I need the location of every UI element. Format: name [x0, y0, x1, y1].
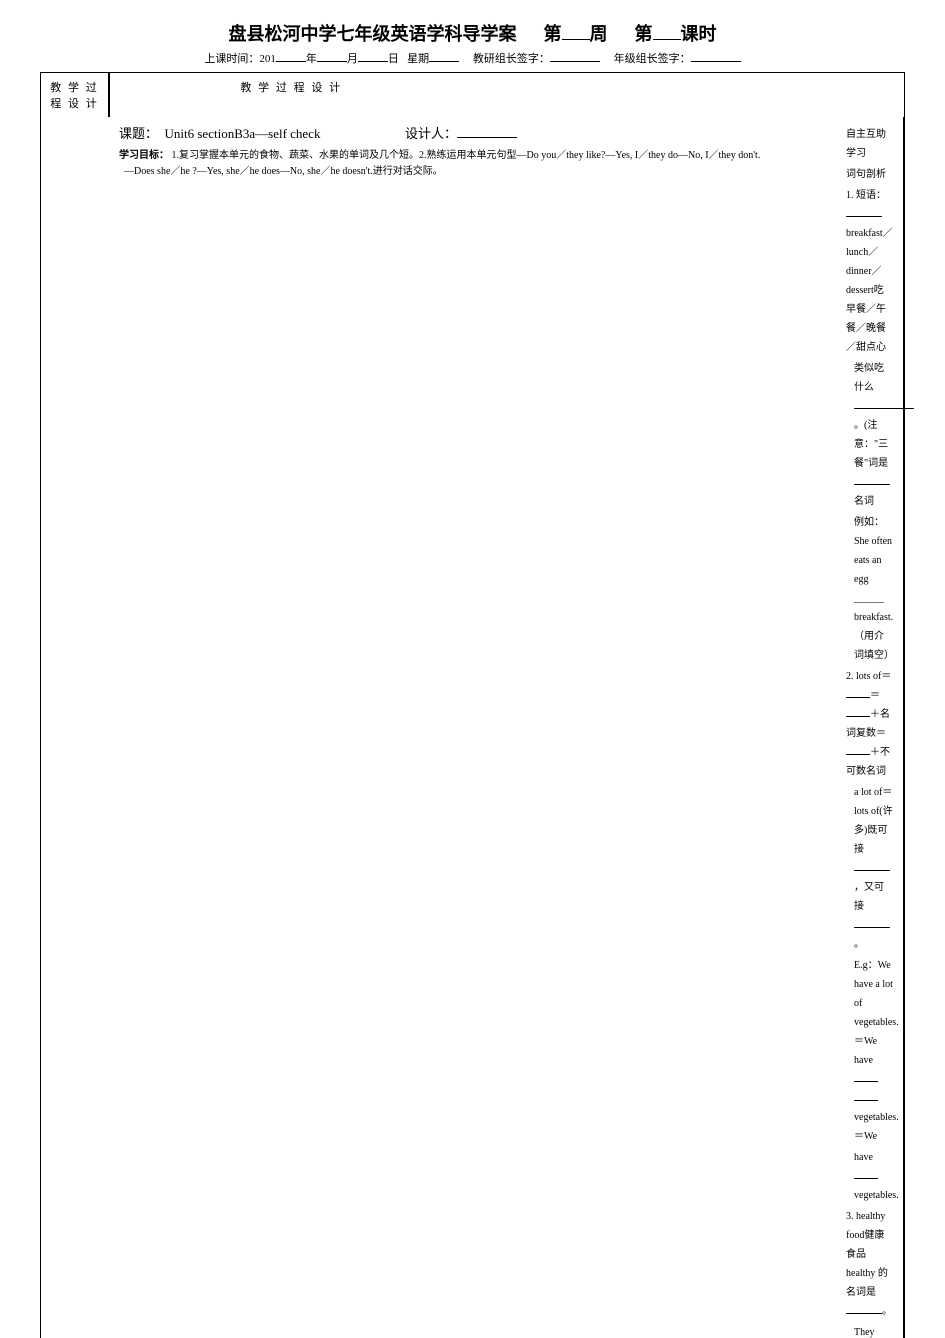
l05: 例如：She often eats an egg ______ breakfas… — [846, 513, 893, 665]
l06b: ＝ — [870, 690, 880, 701]
date-prefix: 上课时间：201 — [204, 53, 276, 65]
main-grid: 教 学 过 程 设 计 课题： Unit6 sectionB3a—self ch… — [40, 72, 905, 1338]
goals: 学习目标： 1.复习掌握本单元的食物、蔬菜、水果的单词及几个短。2.熟练运用本单… — [119, 148, 826, 180]
l04-blank2 — [854, 475, 890, 485]
l01: 自主互助学习 — [846, 125, 893, 163]
l06-b1 — [846, 688, 870, 698]
page-title: 盘县松河中学七年级英语学科导学案 第 周 第 课时 — [40, 20, 905, 46]
l11a: They often eat many fruits, and the frui… — [854, 1327, 889, 1338]
title-prefix: 盘县松河中学七年级 — [229, 24, 391, 44]
side-label-right: 教 学 过 程 设 计 — [114, 79, 469, 95]
week-suffix: 周 — [590, 24, 608, 44]
side-col-left: 教 学 过 程 设 计 — [41, 73, 109, 117]
side-col-right: 教 学 过 程 设 计 — [109, 73, 473, 117]
day-blank — [358, 51, 388, 62]
period-blank — [653, 25, 681, 40]
l07a: a lot of＝lots of(许多)既可接 — [854, 787, 893, 855]
year-suffix: 年 — [306, 53, 317, 65]
l03-blank — [846, 207, 882, 217]
l10b: 。 — [882, 1306, 892, 1317]
l09-b1 — [854, 1169, 878, 1179]
weekday-label: 星期 — [407, 53, 429, 65]
grade-leader-blank — [691, 51, 741, 62]
l04-blank1 — [854, 399, 914, 409]
side-label-left: 教 学 过 程 设 计 — [45, 79, 104, 111]
l06-b2 — [846, 707, 870, 717]
l07b: ，又可接 — [854, 882, 884, 912]
l04b: 。(注意："三餐"词是 — [854, 420, 888, 469]
topic-label: 课题： — [119, 126, 158, 141]
designer-label: 设计人： — [405, 126, 457, 141]
period-suffix: 课时 — [681, 24, 717, 44]
title-suffix: 学科导学案 — [427, 24, 517, 44]
content-left: 自主互助学习 词句剖析 1. 短语： breakfast／lunch／dinne… — [836, 117, 904, 1338]
research-leader-label: 教研组长签字： — [473, 53, 550, 65]
l10-b — [846, 1304, 882, 1314]
l09a: have — [854, 1152, 873, 1163]
designer-blank — [457, 126, 517, 138]
l04c: 名词 — [854, 496, 874, 507]
l07-b2 — [854, 918, 890, 928]
l07c: 。 — [854, 939, 864, 950]
l06-b3 — [846, 745, 870, 755]
l06a: 2. lots of＝ — [846, 671, 891, 682]
weekday-blank — [429, 51, 459, 62]
title-subject: 英语 — [391, 24, 427, 44]
subheader: 上课时间：201 年 月 日 星期 教研组长签字： 年级组长签字： — [40, 50, 905, 66]
l03b: breakfast／lunch／dinner／dessert吃早餐／午餐／晚餐／… — [846, 228, 893, 353]
l03a: 1. 短语： — [846, 190, 886, 201]
l08a: E.g：We have a lot of vegetables.＝We have — [854, 960, 899, 1066]
l08b: vegetables.＝We — [854, 1112, 899, 1142]
week-prefix: 第 — [544, 24, 562, 44]
goals-text2: —Does she／he ?—Yes, she／he does—No, she／… — [124, 166, 443, 177]
year-blank — [276, 51, 306, 62]
topic-value: Unit6 sectionB3a—self check — [165, 126, 321, 141]
l10a: 3. healthy food健康食品 healthy 的名词是 — [846, 1211, 888, 1298]
period-prefix: 第 — [635, 24, 653, 44]
goals-label: 学习目标： — [119, 150, 169, 161]
goals-text1: 1.复习掌握本单元的食物、蔬菜、水果的单词及几个短。2.熟练运用本单元句型—Do… — [172, 150, 761, 161]
day-suffix: 日 — [388, 53, 399, 65]
l02: 词句剖析 — [846, 165, 893, 184]
l08-b1 — [854, 1072, 878, 1082]
week-blank — [562, 25, 590, 40]
l07-b1 — [854, 861, 890, 871]
l08-b2 — [854, 1091, 878, 1101]
topic-block: 课题： Unit6 sectionB3a—self check 设计人： 学习目… — [109, 117, 836, 1338]
l09b: vegetables. — [854, 1190, 899, 1201]
l04a: 类似吃什么 — [854, 363, 884, 393]
research-leader-blank — [550, 51, 600, 62]
grade-leader-label: 年级组长签字： — [614, 53, 691, 65]
month-blank — [317, 51, 347, 62]
month-suffix: 月 — [347, 53, 358, 65]
